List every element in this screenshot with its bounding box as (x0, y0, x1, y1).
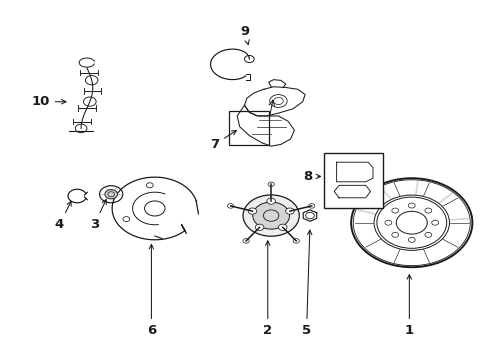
Circle shape (285, 208, 294, 214)
Text: 8: 8 (303, 170, 320, 183)
Text: 6: 6 (146, 244, 156, 337)
Circle shape (255, 224, 264, 230)
Bar (324, 153, 382, 208)
Text: 2: 2 (263, 241, 272, 337)
Circle shape (278, 224, 286, 230)
Text: 9: 9 (240, 25, 249, 45)
Circle shape (266, 198, 275, 204)
Circle shape (100, 186, 122, 203)
Bar (228, 111, 268, 145)
Text: 10: 10 (31, 95, 66, 108)
Circle shape (243, 195, 299, 236)
Text: 7: 7 (210, 131, 236, 151)
Text: 1: 1 (404, 275, 413, 337)
Text: 5: 5 (302, 230, 311, 337)
Circle shape (248, 208, 256, 214)
Circle shape (104, 190, 117, 199)
Text: 3: 3 (90, 199, 106, 231)
Circle shape (252, 202, 289, 229)
Text: 4: 4 (55, 201, 71, 231)
